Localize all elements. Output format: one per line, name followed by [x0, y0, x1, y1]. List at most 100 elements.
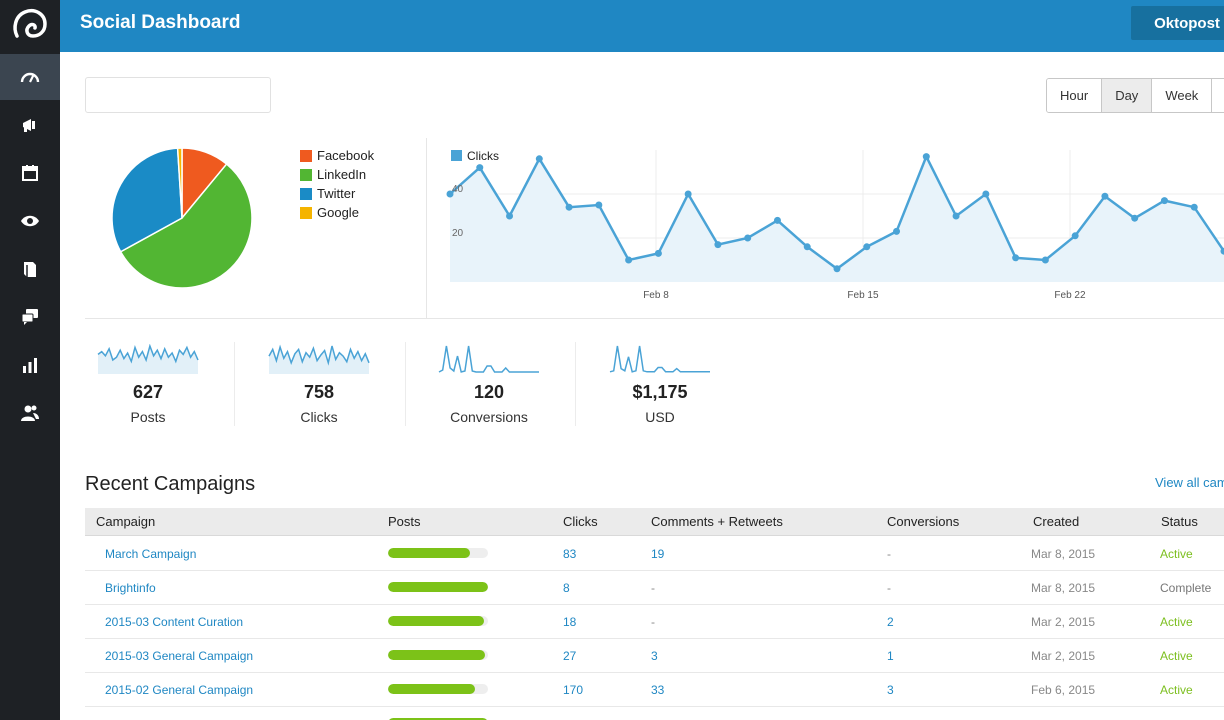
- status-badge: Active: [1160, 547, 1193, 561]
- table-row: Brightinfo 8 - - Mar 8, 2015 Complete: [85, 571, 1224, 605]
- nav-reports[interactable]: [0, 342, 60, 388]
- sparkline: [268, 344, 370, 374]
- clicks-point[interactable]: [446, 190, 454, 198]
- clicks-value[interactable]: 18: [563, 615, 577, 629]
- column-header-clicks[interactable]: Clicks: [563, 514, 598, 529]
- network-pie-chart: [111, 147, 253, 289]
- clicks-point[interactable]: [506, 212, 514, 220]
- sparkline-line: [438, 345, 539, 373]
- column-header-campaign[interactable]: Campaign: [96, 514, 156, 529]
- clicks-value[interactable]: 27: [563, 649, 577, 663]
- x-tick-label: Feb 8: [643, 290, 669, 301]
- legend-item-facebook: Facebook: [300, 146, 374, 165]
- clicks-point[interactable]: [1160, 197, 1168, 205]
- stat-posts: 627 Posts: [63, 340, 233, 430]
- view-all-campaigns-link[interactable]: View all camp: [1155, 475, 1224, 490]
- users-icon: [21, 405, 39, 421]
- nav-users[interactable]: [0, 390, 60, 436]
- column-header-status[interactable]: Status: [1161, 514, 1198, 529]
- clicks-value[interactable]: 170: [563, 683, 584, 697]
- sparkline-line: [97, 344, 199, 364]
- clicks-value[interactable]: 83: [563, 547, 577, 561]
- nav-library[interactable]: [0, 246, 60, 292]
- nav-monitor[interactable]: [0, 198, 60, 244]
- range-option-hour[interactable]: Hour: [1047, 79, 1103, 112]
- campaign-name-link[interactable]: March Campaign: [105, 547, 197, 561]
- comments-value[interactable]: 33: [651, 683, 665, 697]
- nav-calendar[interactable]: [0, 150, 60, 196]
- clicks-point[interactable]: [863, 243, 871, 251]
- range-option-mo[interactable]: Mo: [1212, 79, 1224, 112]
- column-header-comments-retweets[interactable]: Comments + Retweets: [651, 514, 783, 529]
- nav-dashboard[interactable]: [0, 54, 60, 100]
- sparkline: [97, 344, 199, 374]
- clicks-point[interactable]: [1190, 203, 1198, 211]
- comments-value[interactable]: 3: [651, 649, 658, 663]
- campaign-name-link[interactable]: Brightinfo: [105, 581, 156, 595]
- clicks-point[interactable]: [982, 190, 990, 198]
- sparkline: [609, 345, 710, 373]
- status-badge: Active: [1160, 683, 1193, 697]
- campaign-name-link[interactable]: 2015-03 General Campaign: [105, 649, 254, 663]
- column-header-created[interactable]: Created: [1033, 514, 1080, 529]
- stat-clicks: 758 Clicks: [234, 340, 404, 430]
- campaign-name-link[interactable]: 2015-03 Content Curation: [105, 615, 244, 629]
- book-icon: [24, 262, 36, 277]
- conversions-value[interactable]: 1: [887, 649, 894, 663]
- campaign-name-link[interactable]: 2015-02 General Campaign: [105, 683, 254, 697]
- comments-value[interactable]: 19: [651, 547, 665, 561]
- calendar-icon: [22, 165, 38, 181]
- clicks-point[interactable]: [833, 265, 841, 273]
- clicks-point[interactable]: [1041, 256, 1049, 264]
- posts-progress-bar: [388, 650, 488, 660]
- stat-value: $1,175: [632, 382, 688, 402]
- oktopost-logo[interactable]: [0, 0, 60, 50]
- legend-swatch: [300, 168, 312, 181]
- account-button[interactable]: Oktopost: [1131, 6, 1224, 40]
- clicks-point[interactable]: [1220, 247, 1224, 255]
- column-header-conversions[interactable]: Conversions: [887, 514, 960, 529]
- comments-value: -: [651, 581, 655, 595]
- clicks-point[interactable]: [565, 203, 573, 211]
- legend-label: Twitter: [317, 186, 356, 201]
- clicks-point[interactable]: [684, 190, 692, 198]
- chart-divider: [426, 138, 427, 318]
- line-legend-swatch: [451, 150, 462, 161]
- clicks-point[interactable]: [803, 243, 811, 251]
- clicks-point[interactable]: [1071, 232, 1079, 240]
- speedometer-icon: [20, 72, 40, 83]
- pie-slice-linkedin[interactable]: [119, 163, 253, 289]
- pie-slice-twitter[interactable]: [111, 147, 183, 253]
- clicks-point[interactable]: [952, 212, 960, 220]
- range-option-week[interactable]: Week: [1152, 79, 1213, 112]
- nav-conversations[interactable]: [0, 294, 60, 340]
- clicks-value[interactable]: 8: [563, 581, 570, 595]
- pie-slice-google[interactable]: [176, 147, 183, 219]
- clicks-point[interactable]: [773, 216, 781, 224]
- stat-value: 758: [303, 382, 335, 402]
- clicks-point[interactable]: [595, 201, 603, 209]
- clicks-point[interactable]: [744, 234, 752, 242]
- clicks-point[interactable]: [535, 155, 543, 163]
- table-row: March Campaign 83 19 - Mar 8, 2015 Active: [85, 537, 1224, 571]
- clicks-point[interactable]: [625, 256, 633, 264]
- page-title: Social Dashboard: [80, 12, 241, 33]
- clicks-point[interactable]: [476, 164, 484, 172]
- legend-swatch: [300, 149, 312, 162]
- clicks-point[interactable]: [1012, 254, 1020, 262]
- clicks-point[interactable]: [922, 153, 930, 161]
- conversions-value[interactable]: 2: [887, 615, 894, 629]
- legend-swatch: [300, 206, 312, 219]
- range-option-day[interactable]: Day: [1102, 79, 1153, 112]
- nav-campaigns[interactable]: [0, 102, 60, 148]
- column-header-posts[interactable]: Posts: [388, 514, 421, 529]
- clicks-point[interactable]: [654, 249, 662, 257]
- clicks-point[interactable]: [1131, 214, 1139, 222]
- stat-label: Conversions: [450, 409, 528, 425]
- clicks-point[interactable]: [893, 227, 901, 235]
- conversions-value[interactable]: 3: [887, 683, 894, 697]
- clicks-point[interactable]: [714, 241, 722, 249]
- clicks-point[interactable]: [1101, 192, 1109, 200]
- filter-input[interactable]: [85, 77, 271, 113]
- created-date: Mar 2, 2015: [1031, 615, 1096, 629]
